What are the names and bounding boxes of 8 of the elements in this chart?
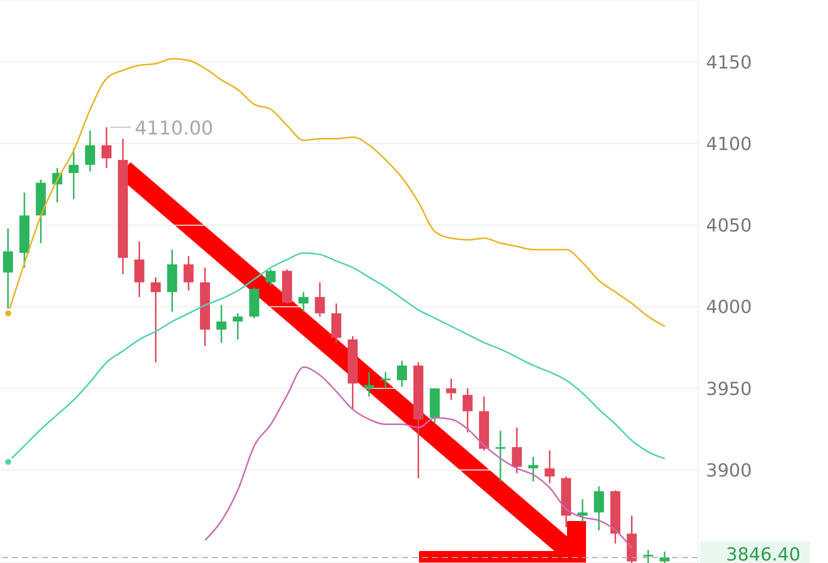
ref-line-label: 3846.40 — [726, 544, 800, 563]
y-tick-label: 4000 — [706, 297, 752, 318]
y-tick-label: 3950 — [706, 378, 752, 400]
y-tick-label: 4100 — [706, 134, 752, 155]
y-tick-label: 3900 — [706, 460, 752, 482]
y-tick-label: 4050 — [706, 216, 752, 237]
y-tick-label: 4150 — [706, 52, 752, 74]
annotation: 4110.00 — [134, 117, 214, 140]
